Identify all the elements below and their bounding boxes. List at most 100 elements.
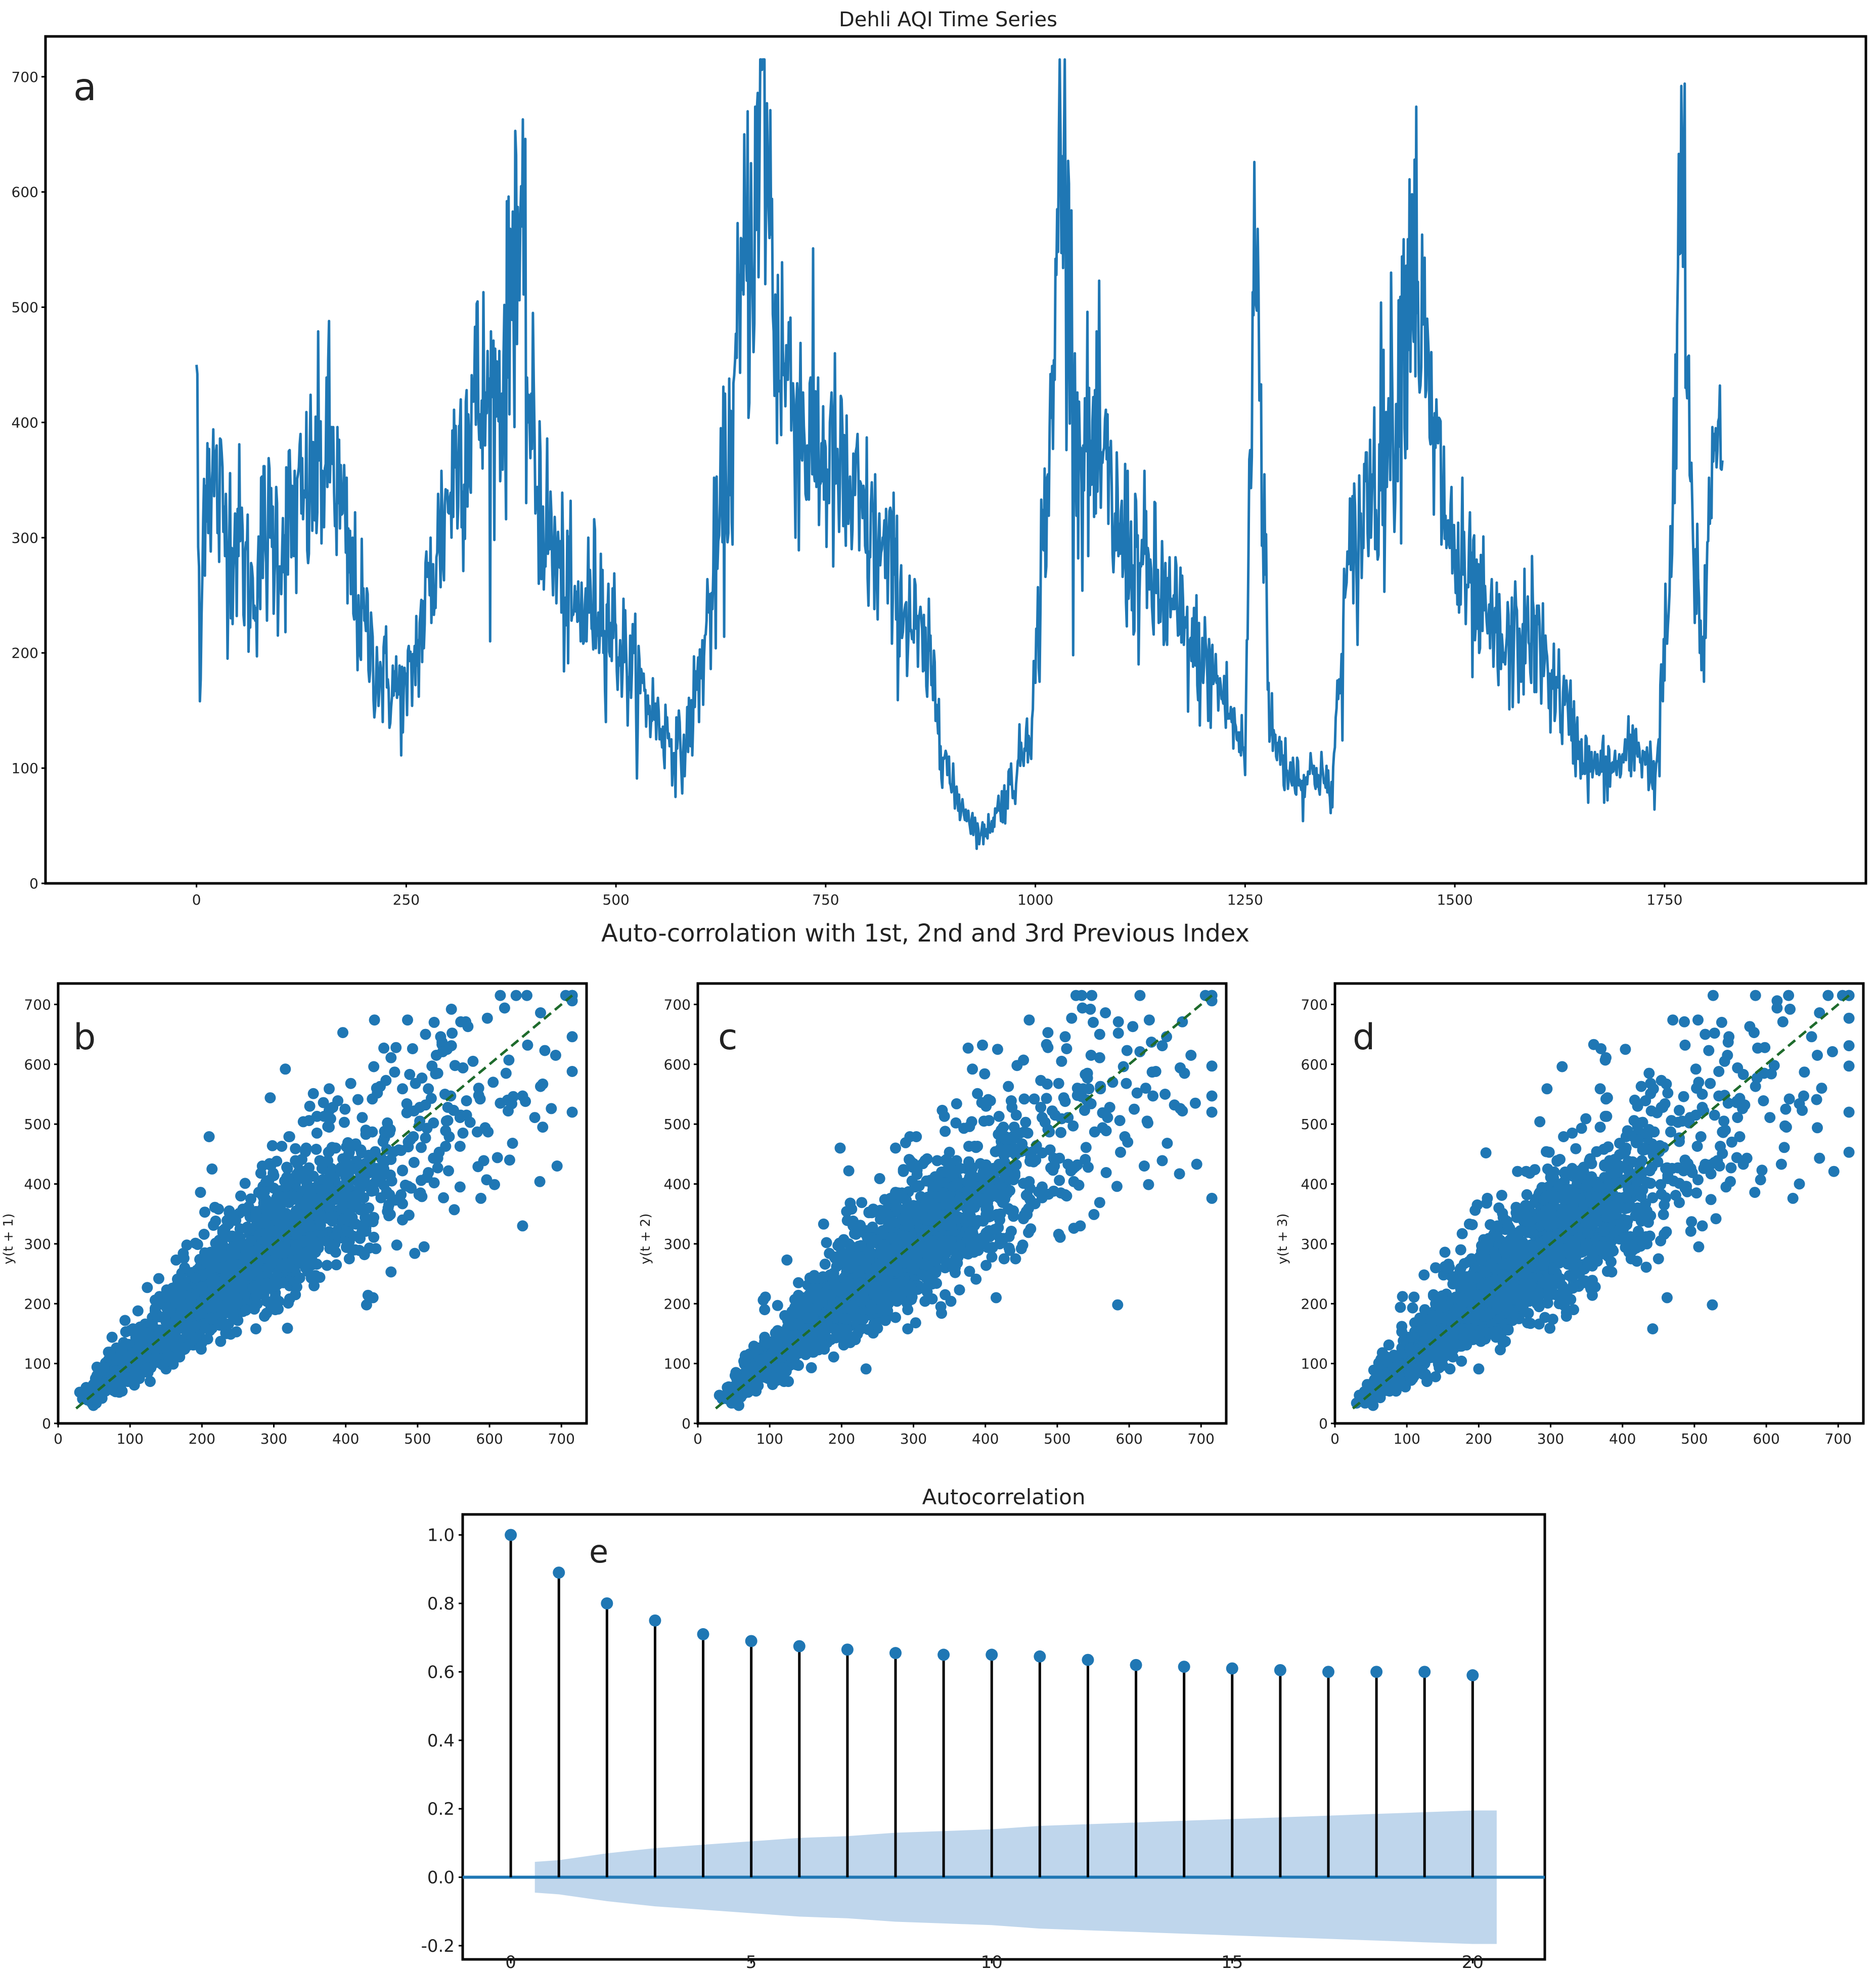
scatter-point [819,1259,831,1270]
scatter-point [190,1272,201,1284]
scatter-point [1496,1190,1507,1201]
scatter-point [1018,1093,1030,1105]
scatter-point [504,1154,515,1166]
scatter-point [266,1225,278,1236]
x-tick-label: 500 [1044,1430,1070,1447]
scatter-point [1780,1103,1792,1115]
x-tick-label: 200 [189,1430,215,1447]
scatter-point [1764,1112,1776,1124]
scatter-point [836,1247,847,1259]
scatter-point [566,1031,578,1043]
scatter-point [1094,1028,1105,1040]
scatter-point [1722,1037,1734,1048]
scatter-point [1471,1199,1483,1211]
scatter-point [970,1142,982,1153]
scatter-point [976,1097,988,1108]
scatter-point [310,1246,321,1258]
scatter-point [1115,1146,1126,1158]
scatter-point [213,1203,225,1215]
y-tick-label: 500 [664,1116,691,1133]
scatter-point [341,1242,352,1253]
scatter-point [289,1191,300,1202]
scatter-point [195,1344,207,1355]
scatter-point [818,1290,829,1302]
scatter-point [454,1141,466,1152]
scatter-point [940,1166,951,1177]
scatter-point [510,990,522,1001]
scatter-point [379,1156,390,1168]
x-tick-label: 400 [972,1430,999,1447]
scatter-point [789,1294,800,1305]
scatter-point [416,1142,427,1153]
scatter-point [882,1298,894,1310]
scatter-point [231,1298,242,1310]
scatter-point [333,1166,345,1177]
scatter-point [1006,1102,1018,1113]
scatter-point [420,1028,431,1040]
x-tick-label: 1750 [1646,891,1682,908]
scatter-point [249,1303,260,1315]
lag1-x-ticks: 0 100 200 300 400 500 600 700 [54,1423,575,1447]
scatter-point [1131,1087,1143,1099]
scatter-point [1812,1050,1823,1061]
scatter-point [321,1260,333,1271]
scatter-point [128,1379,140,1391]
scatter-point [1185,1050,1197,1061]
scatter-point [867,1221,878,1233]
scatter-point [1696,1220,1708,1232]
scatter-point [389,1066,400,1078]
x-tick-label: 250 [393,891,420,908]
scatter-point [890,1263,902,1274]
scatter-point [393,1144,405,1156]
scatter-point [846,1252,858,1264]
scatter-point [302,1221,314,1233]
scatter-point [915,1246,926,1258]
scatter-point [1041,1039,1052,1050]
scatter-point [276,1141,288,1152]
scatter-point [401,1107,413,1118]
x-tick-label: 0 [192,891,201,908]
scatter-point [294,1272,305,1284]
scatter-point [305,1231,317,1242]
scatter-point [1444,1363,1456,1375]
scatter-point [279,1242,290,1253]
scatter-point [154,1291,165,1303]
scatter-point [1692,1014,1704,1026]
scatter-point [106,1381,118,1393]
scatter-point [920,1198,931,1210]
scatter-point [406,1182,417,1194]
aqi-series-line [195,58,1724,850]
scatter-point [454,1181,466,1193]
scatter-point [1492,1220,1503,1232]
scatter-point [1058,1092,1069,1104]
scatter-point [954,1240,966,1251]
scatter-point [1703,1045,1715,1056]
scatter-point [806,1362,817,1373]
scatter-point [1685,1226,1696,1237]
scatter-point [326,1142,338,1153]
scatter-point [440,1115,452,1127]
scatter-point [455,1016,467,1027]
x-tick-label: 300 [900,1430,927,1447]
scatter-point [332,1095,344,1106]
y-tick-label: 600 [664,1056,691,1073]
scatter-point [806,1312,817,1324]
scatter-point [239,1240,250,1252]
scatter-point [1143,1179,1154,1190]
scatter-point [222,1266,234,1278]
scatter-point [369,1014,380,1026]
scatter-point [1758,1095,1769,1106]
scatter-point [293,1166,305,1177]
scatter-point [868,1318,880,1330]
y-tick-label: 200 [664,1295,691,1312]
scatter-point [1056,1055,1067,1067]
scatter-point [343,1149,354,1160]
scatter-point [142,1282,153,1293]
scatter-point [944,1146,955,1158]
scatter-point [339,1103,351,1115]
scatter-point [318,1097,329,1108]
scatter-point [566,1106,578,1118]
lag2-x-ticks: 0 100 200 300 400 500 600 700 [693,1423,1215,1447]
time-series-title: Dehli AQI Time Series [839,8,1057,31]
scatter-point [1121,1078,1132,1089]
